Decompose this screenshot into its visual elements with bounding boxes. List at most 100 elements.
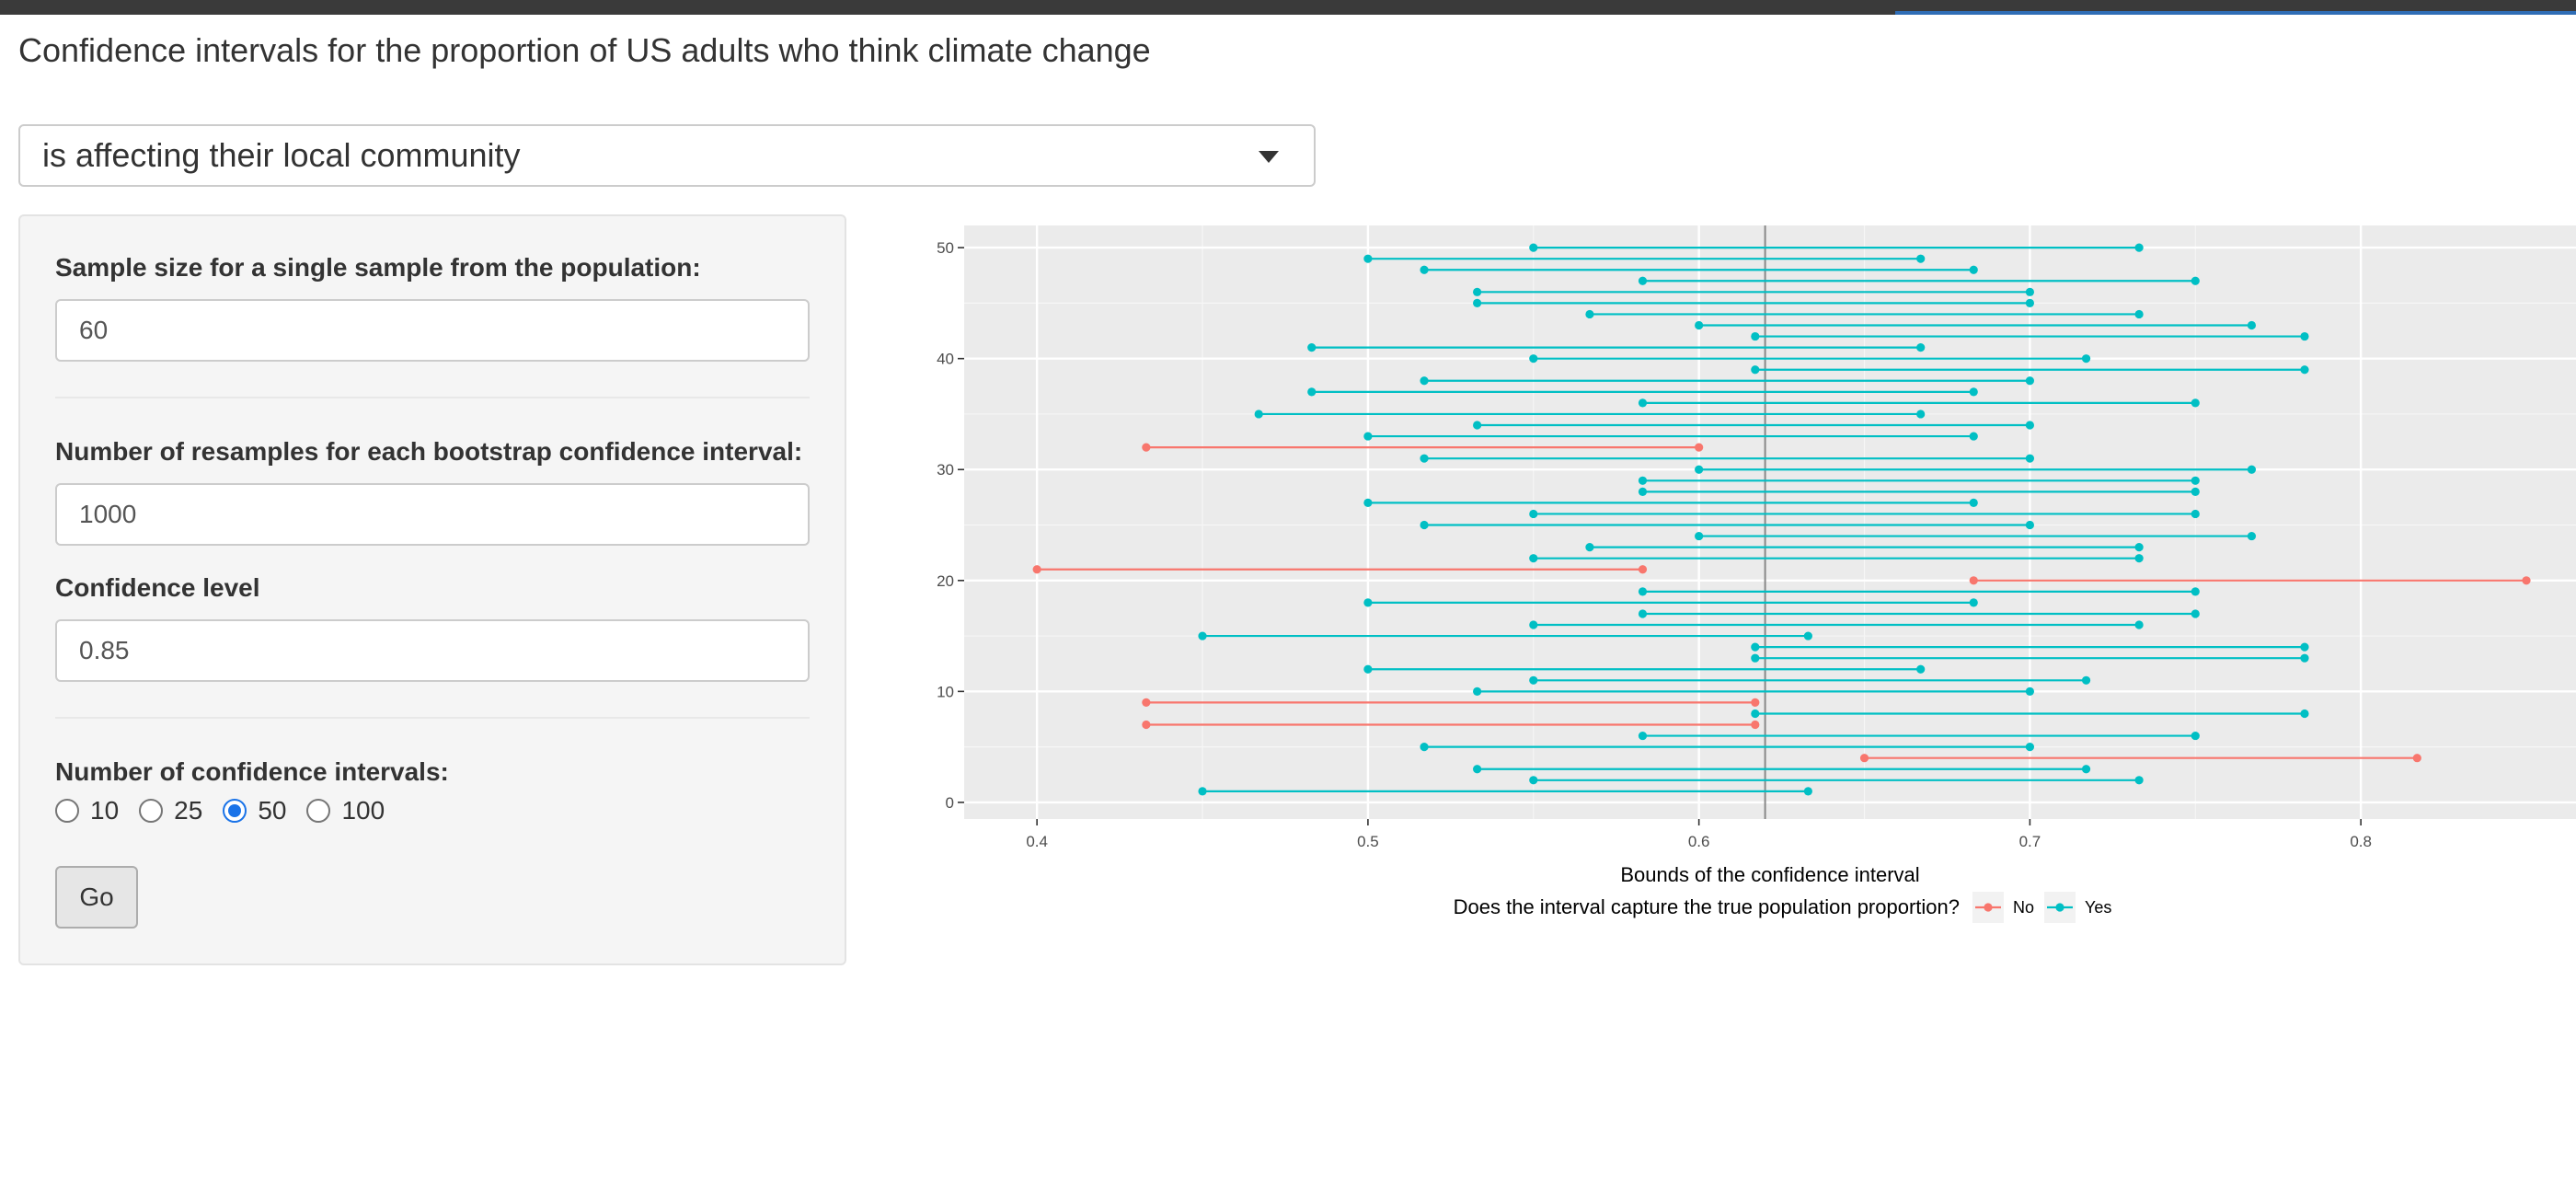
legend-key-point	[1984, 903, 1993, 912]
interval-upper-point	[1969, 598, 1978, 607]
y-tick-label: 40	[937, 351, 954, 368]
interval-upper-point	[2247, 320, 2257, 330]
interval-lower-point	[1363, 254, 1373, 263]
interval-upper-point	[2025, 743, 2035, 752]
browser-top-bar	[0, 0, 2576, 15]
interval-lower-point	[1529, 776, 1538, 785]
confidence-level-label: Confidence level	[55, 573, 260, 602]
interval-lower-point	[1198, 631, 1207, 640]
interval-upper-point	[2081, 675, 2091, 685]
statement-dropdown[interactable]: is affecting their local community	[18, 124, 1316, 187]
interval-lower-point	[1638, 587, 1648, 596]
radio-option-10[interactable]: 10	[55, 796, 119, 825]
radio-option-label: 25	[174, 796, 203, 825]
interval-lower-point	[1695, 465, 1704, 474]
interval-upper-point	[1969, 387, 1978, 397]
radio-button-icon[interactable]	[306, 799, 331, 823]
interval-lower-point	[1529, 620, 1538, 629]
interval-upper-point	[1751, 720, 1760, 730]
interval-upper-point	[2134, 554, 2144, 563]
legend-key-point	[2055, 903, 2064, 912]
interval-upper-point	[2300, 365, 2309, 375]
num-intervals-label: Number of confidence intervals:	[55, 757, 449, 786]
go-button[interactable]: Go	[55, 866, 138, 929]
radio-button-icon[interactable]	[223, 799, 247, 823]
x-axis-title: Bounds of the confidence interval	[1620, 863, 1919, 886]
interval-upper-point	[1916, 254, 1926, 263]
radio-option-label: 100	[341, 796, 385, 825]
interval-upper-point	[2025, 298, 2035, 307]
interval-lower-point	[1638, 487, 1648, 496]
radio-option-25[interactable]: 25	[139, 796, 202, 825]
confidence-level-input[interactable]	[55, 619, 810, 682]
divider	[55, 397, 810, 398]
interval-lower-point	[1363, 498, 1373, 508]
interval-upper-point	[1969, 432, 1978, 441]
x-tick-label: 0.5	[1357, 833, 1379, 850]
interval-upper-point	[2025, 454, 2035, 463]
resamples-input[interactable]	[55, 483, 810, 546]
interval-upper-point	[2300, 653, 2309, 663]
interval-lower-point	[1529, 354, 1538, 363]
divider	[55, 717, 810, 719]
interval-lower-point	[1363, 432, 1373, 441]
interval-upper-point	[1751, 698, 1760, 708]
radio-option-50[interactable]: 50	[223, 796, 286, 825]
confidence-interval-chart: 0 10 20 30 40 50 0.4 0.5 0.6 0.7 0.8 Bounds of the …	[883, 212, 2576, 939]
interval-lower-point	[1695, 320, 1704, 330]
interval-upper-point	[2300, 331, 2309, 341]
chart-svg: 0 10 20 30 40 50 0.4 0.5 0.6 0.7 0.8 Bounds of the …	[937, 225, 2576, 923]
interval-lower-point	[1363, 664, 1373, 674]
interval-lower-point	[1307, 343, 1317, 352]
page-title: Confidence intervals for the proportion …	[18, 31, 1151, 69]
interval-lower-point	[1420, 265, 1429, 274]
top-bar-accent	[1895, 11, 2576, 15]
interval-upper-point	[2191, 398, 2200, 408]
radio-button-icon[interactable]	[55, 799, 79, 823]
x-tick-label: 0.7	[2019, 833, 2041, 850]
interval-lower-point	[1142, 443, 1151, 452]
legend-title: Does the interval capture the true popul…	[1454, 895, 1960, 918]
interval-lower-point	[1751, 709, 1760, 719]
interval-upper-point	[2300, 642, 2309, 652]
interval-upper-point	[2081, 354, 2091, 363]
interval-upper-point	[2247, 465, 2257, 474]
interval-lower-point	[1751, 365, 1760, 375]
interval-lower-point	[1420, 376, 1429, 386]
interval-upper-point	[1916, 343, 1926, 352]
interval-lower-point	[1751, 331, 1760, 341]
interval-upper-point	[1969, 498, 1978, 508]
interval-upper-point	[2025, 376, 2035, 386]
interval-upper-point	[2522, 576, 2531, 585]
interval-upper-point	[1969, 265, 1978, 274]
interval-lower-point	[1307, 387, 1317, 397]
interval-upper-point	[1916, 410, 1926, 419]
interval-upper-point	[2025, 287, 2035, 296]
interval-upper-point	[1803, 787, 1812, 796]
caret-down-icon[interactable]	[1259, 151, 1279, 163]
radio-option-label: 50	[258, 796, 287, 825]
statement-dropdown-value: is affecting their local community	[42, 136, 521, 174]
resamples-label: Number of resamples for each bootstrap c…	[55, 437, 803, 466]
interval-lower-point	[1473, 765, 1482, 774]
y-tick-label: 30	[937, 461, 954, 479]
interval-lower-point	[1473, 421, 1482, 430]
interval-lower-point	[1859, 754, 1869, 763]
interval-lower-point	[1363, 598, 1373, 607]
interval-lower-point	[1638, 476, 1648, 485]
interval-upper-point	[2191, 609, 2200, 618]
y-tick-label: 50	[937, 239, 954, 257]
y-tick-label: 20	[937, 572, 954, 590]
interval-lower-point	[1420, 520, 1429, 530]
radio-button-icon[interactable]	[139, 799, 164, 823]
interval-upper-point	[2025, 421, 2035, 430]
interval-upper-point	[1695, 443, 1704, 452]
interval-lower-point	[1254, 410, 1263, 419]
radio-option-100[interactable]: 100	[306, 796, 385, 825]
interval-lower-point	[1695, 531, 1704, 541]
interval-upper-point	[2191, 476, 2200, 485]
x-tick-label: 0.6	[1688, 833, 1710, 850]
sample-size-input[interactable]	[55, 299, 810, 362]
interval-upper-point	[2191, 509, 2200, 519]
interval-upper-point	[2134, 776, 2144, 785]
